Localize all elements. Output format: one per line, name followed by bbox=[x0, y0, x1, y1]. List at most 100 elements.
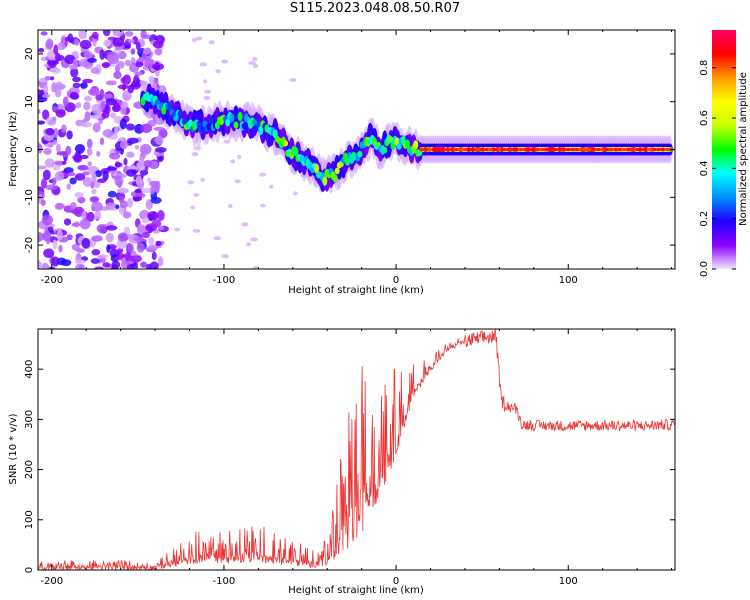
spectrogram-noise-cell bbox=[148, 236, 155, 245]
spectrogram-noise-cell bbox=[75, 102, 82, 109]
spectrogram-noise-cell bbox=[55, 81, 63, 91]
spectrogram-signal-peak bbox=[621, 148, 628, 151]
spectrogram-noise-cell bbox=[237, 154, 242, 159]
colorbar-axes: 0.0 0.2 0.4 0.6 0.8 bbox=[699, 60, 736, 277]
spectrogram-noise-cell bbox=[140, 261, 148, 268]
spectrogram-signal-core bbox=[314, 163, 320, 174]
spectrogram-noise-cell bbox=[72, 82, 81, 89]
spectrogram-y-tick-label: 20 bbox=[24, 48, 35, 61]
spectrogram-noise-cell bbox=[77, 196, 86, 204]
snr-y-tick-label: 200 bbox=[24, 460, 35, 479]
spectrogram-noise-cell bbox=[139, 209, 150, 220]
spectrogram-y-tick-label: -10 bbox=[24, 189, 35, 205]
spectrogram-noise-cell bbox=[49, 76, 55, 81]
spectrogram-noise-cell bbox=[199, 62, 207, 67]
spectrogram-noise-cell bbox=[93, 180, 101, 189]
spectrogram-noise-cell bbox=[87, 88, 100, 96]
spectrogram-noise-cell bbox=[91, 103, 103, 115]
spectrogram-noise-cell bbox=[259, 172, 267, 177]
spectrogram-noise-cell bbox=[134, 144, 140, 150]
spectrogram-noise-cell bbox=[102, 262, 111, 268]
spectrogram-signal-peak bbox=[647, 148, 654, 151]
spectrogram-signal-peak bbox=[522, 148, 529, 151]
spectrogram-signal-peak bbox=[479, 148, 486, 151]
spectrogram-signal-core bbox=[413, 140, 419, 150]
spectrogram-noise-cell bbox=[99, 137, 105, 146]
spectrogram-noise-cell bbox=[47, 60, 59, 66]
spectrogram-noise-cell bbox=[107, 190, 117, 198]
spectrogram-noise-cell bbox=[72, 58, 79, 70]
spectrogram-noise-cell bbox=[104, 104, 111, 115]
spectrogram-noise-cell bbox=[147, 211, 159, 221]
spectrogram-signal-peak bbox=[573, 148, 580, 151]
spectrogram-noise-cell bbox=[47, 226, 54, 233]
spectrogram-noise-cell bbox=[105, 225, 118, 231]
spectrogram-signal-core bbox=[206, 123, 212, 131]
colorbar-label: Normalized spectral amplitude bbox=[738, 72, 749, 226]
spectrogram-noise-cell bbox=[135, 41, 141, 51]
spectrogram-noise-cell bbox=[122, 74, 132, 85]
spectrogram-noise-cell bbox=[73, 154, 83, 163]
spectrogram-noise-cell bbox=[158, 225, 165, 231]
spectrogram-noise-cell bbox=[56, 229, 63, 241]
spectrogram-signal-peak bbox=[552, 148, 559, 151]
spectrogram-noise-cell bbox=[67, 172, 76, 177]
spectrogram-noise-cell bbox=[87, 161, 92, 167]
spectrogram-signal-peak bbox=[548, 148, 555, 151]
spectrogram-noise-cell bbox=[62, 96, 69, 107]
colorbar-tick-label: 0.2 bbox=[699, 211, 710, 227]
spectrogram-noise-cell bbox=[70, 67, 79, 78]
snr-y-tick-label: 100 bbox=[24, 510, 35, 529]
spectrogram-noise-cell bbox=[120, 101, 129, 109]
spectrogram-noise-cell bbox=[74, 38, 80, 46]
spectrogram-noise-cell bbox=[65, 145, 72, 156]
spectrogram-noise-cell bbox=[154, 61, 161, 71]
spectrogram-noise-cell bbox=[134, 71, 143, 76]
spectrogram-noise-cell bbox=[135, 175, 143, 187]
spectrogram-noise-cell bbox=[38, 109, 41, 114]
spectrogram-noise-cell bbox=[119, 200, 129, 209]
snr-axes: -200 -100 0 100 0 100 200 300 400 bbox=[24, 329, 675, 587]
spectrogram-noise-cell bbox=[83, 50, 93, 59]
spectrogram-noise-cell bbox=[105, 98, 118, 106]
spectrogram-noise-cell bbox=[51, 116, 57, 122]
spectrogram-noise-cell bbox=[54, 88, 62, 98]
spectrogram-noise-cell bbox=[153, 126, 166, 131]
spectrogram-noise-cell bbox=[208, 40, 215, 45]
page-title: S115.2023.048.08.50.R07 bbox=[289, 1, 461, 16]
spectrogram-signal-peak bbox=[634, 148, 641, 151]
spectrogram-noise-cell bbox=[55, 109, 66, 118]
spectrogram-signal-core bbox=[252, 119, 258, 126]
spectrogram-noise-cell bbox=[141, 187, 152, 194]
spectrogram-signal-core bbox=[177, 110, 183, 118]
colorbar: 0.0 0.2 0.4 0.6 0.8 Normalized spectral ampl… bbox=[699, 30, 749, 277]
spectrogram-noise-cell bbox=[54, 202, 64, 210]
spectrogram-noise-cell bbox=[252, 64, 259, 69]
spectrogram-noise-cell bbox=[250, 237, 259, 242]
spectrogram-noise-cell bbox=[53, 127, 59, 139]
spectrogram-signal-peak bbox=[582, 148, 589, 151]
spectrogram-signal-peak bbox=[638, 148, 645, 151]
spectrogram-signal-peak bbox=[449, 148, 456, 151]
spectrogram-noise-cell bbox=[67, 33, 74, 43]
spectrogram-noise-cell bbox=[116, 60, 125, 69]
spectrogram-signal-peak bbox=[500, 148, 507, 151]
spectrogram-noise-cell bbox=[117, 50, 127, 60]
spectrogram-x-tick-label: 0 bbox=[393, 275, 399, 286]
spectrogram-noise-cell bbox=[105, 80, 117, 86]
spectrogram-noise-cell bbox=[41, 214, 54, 226]
spectrogram-signal-core bbox=[233, 121, 239, 129]
spectrogram-noise-cell bbox=[38, 120, 46, 125]
snr-y-tick-label: 300 bbox=[24, 410, 35, 429]
spectrogram-noise-cell bbox=[111, 265, 118, 269]
spectrogram-noise-cell bbox=[253, 265, 259, 269]
spectrogram-noise-cell bbox=[64, 54, 76, 65]
spectrogram-signal-core bbox=[332, 174, 338, 183]
spectrogram-noise-cell bbox=[195, 36, 203, 41]
spectrogram-signal-peak bbox=[453, 148, 460, 151]
spectrogram-noise-cell bbox=[112, 30, 125, 37]
spectrogram-noise-cell bbox=[126, 264, 134, 269]
spectrogram-signal-core bbox=[345, 158, 351, 166]
spectrogram-noise-cell bbox=[221, 59, 229, 64]
spectrogram-noise-cell bbox=[213, 236, 221, 241]
